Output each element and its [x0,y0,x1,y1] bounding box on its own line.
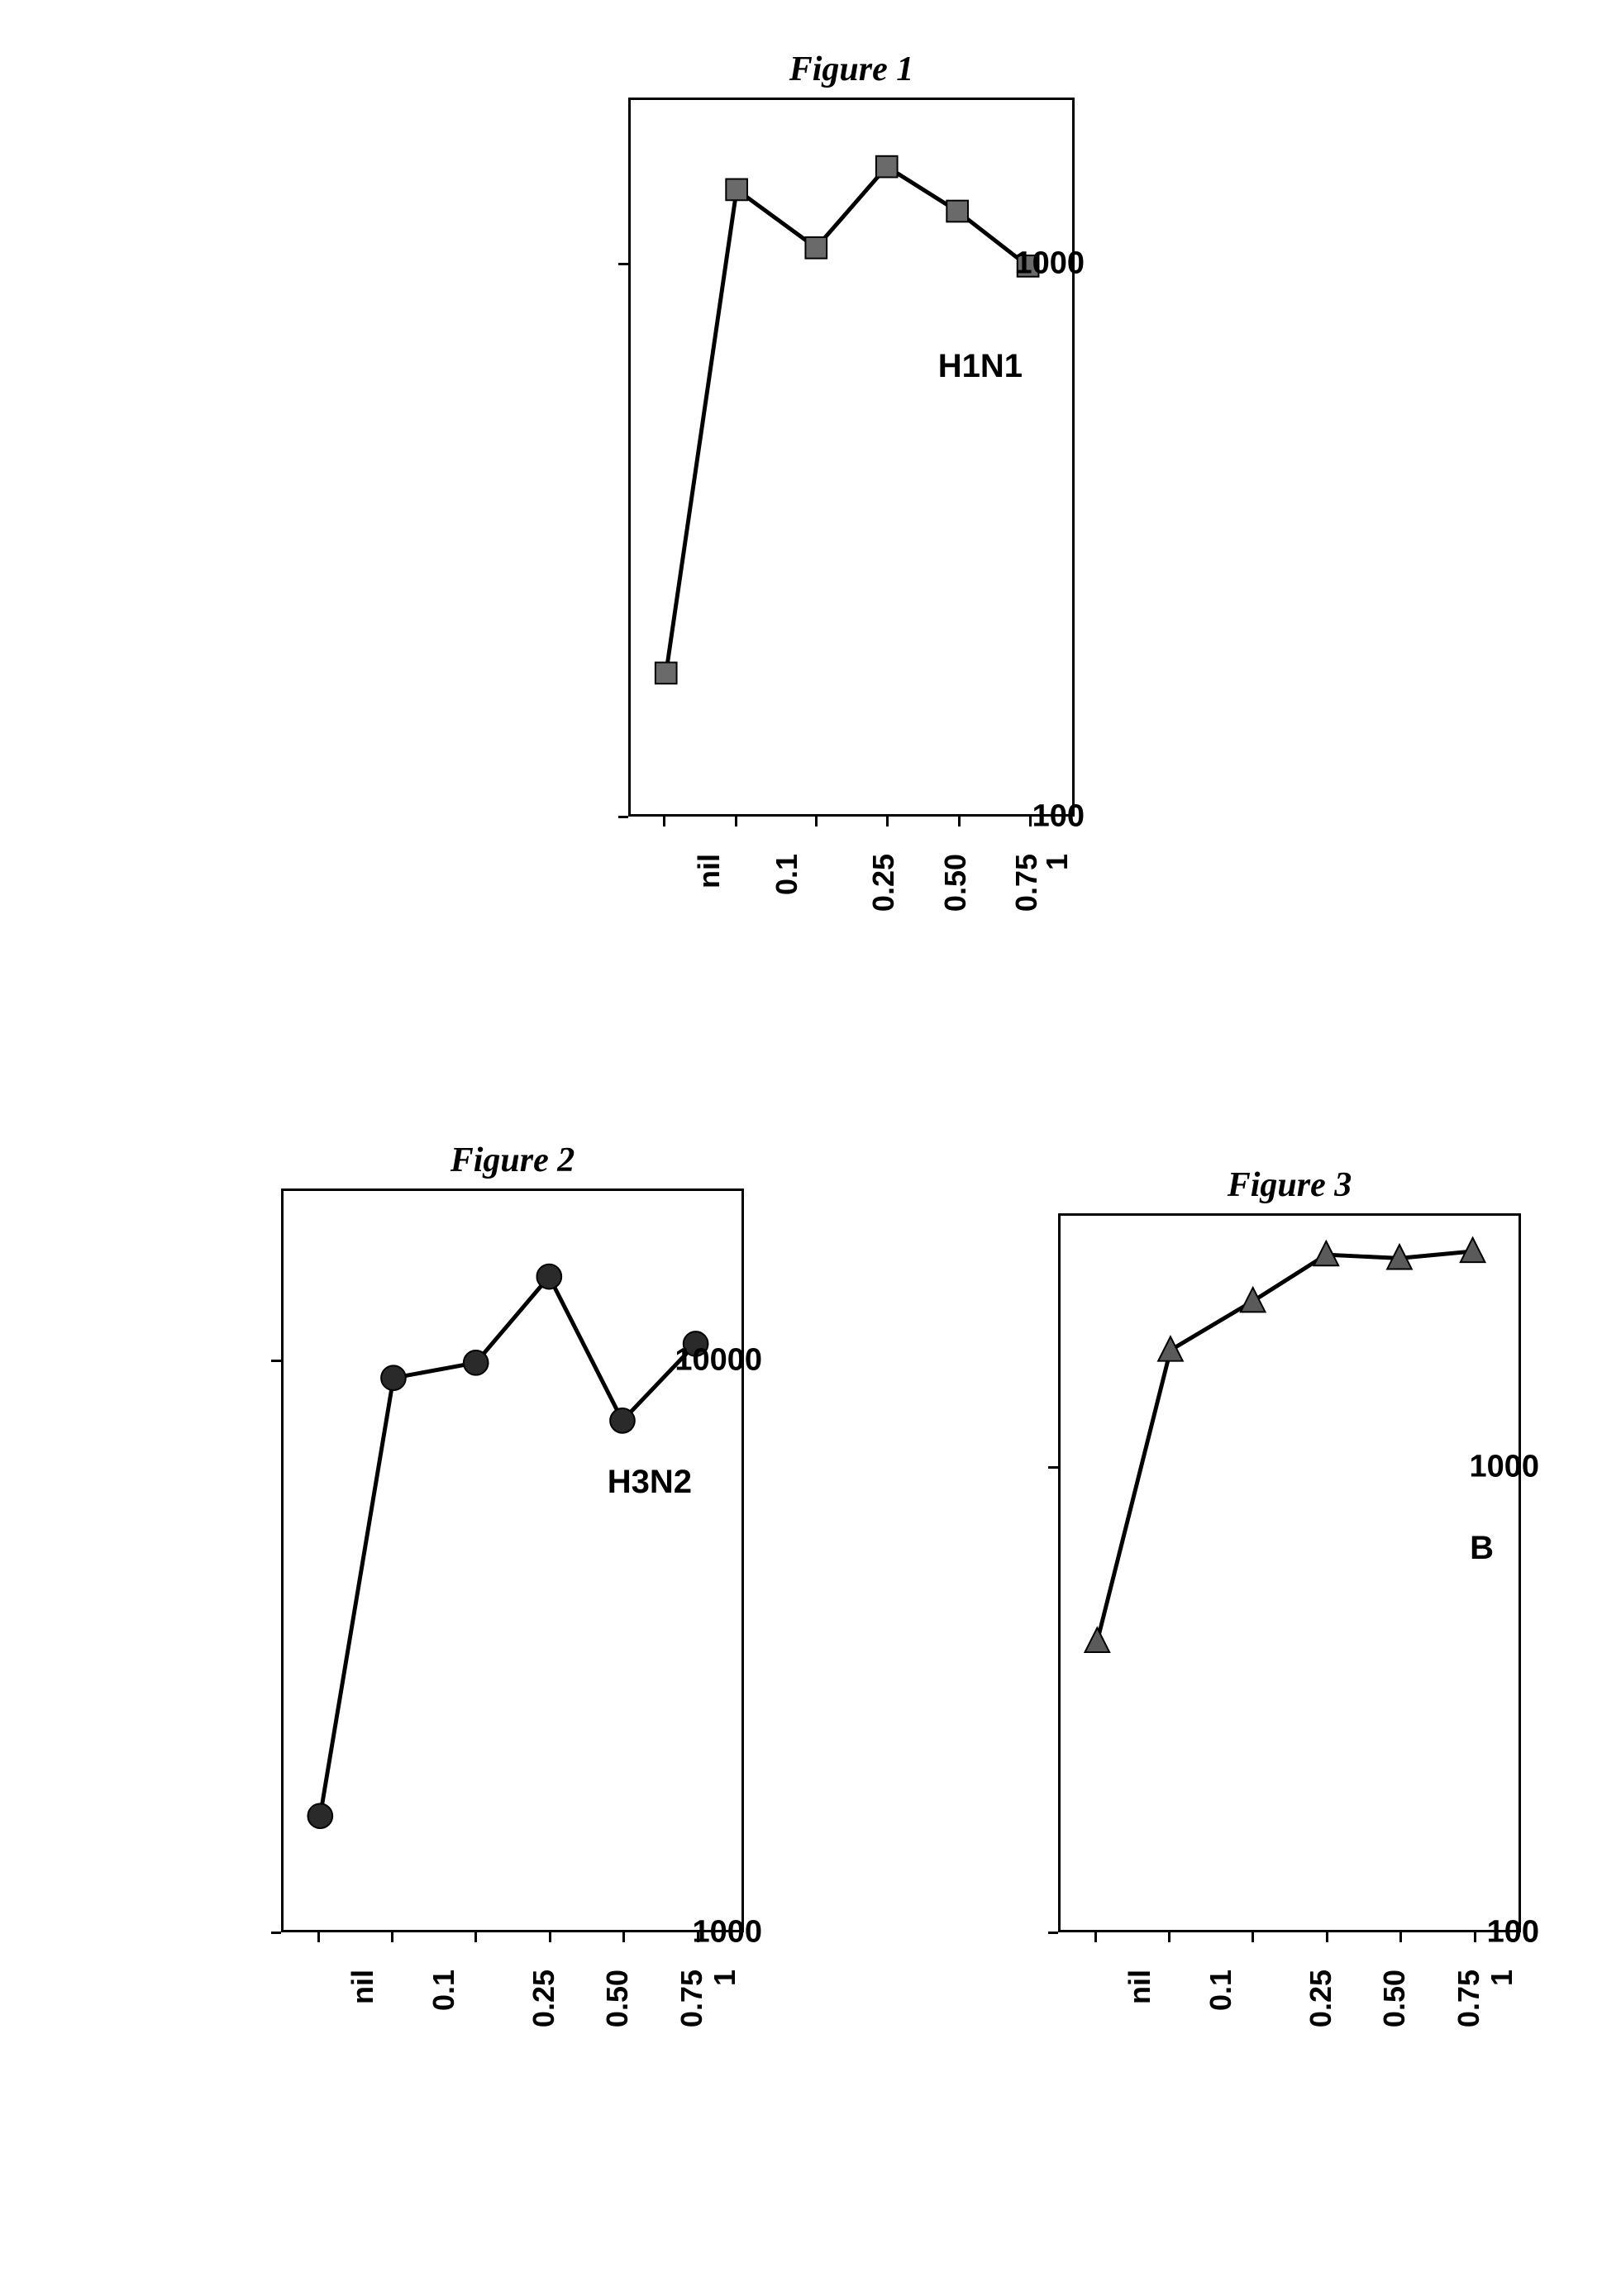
marker-square [876,156,898,178]
ytick-label: 100 [934,799,1085,835]
figure-title: Figure 3 [1058,1165,1521,1205]
ytick-label: 10000 [587,1343,762,1379]
xtick-label: nil [1123,1970,1157,2004]
xtick-mark [1094,1932,1097,1942]
xtick-mark [735,817,737,826]
series-line [666,167,1028,674]
xtick-label: 0.50 [600,1970,635,2027]
plot-box: H1N1 [628,98,1075,817]
ytick-mark [271,1932,281,1934]
figure-title: Figure 1 [628,50,1075,89]
xtick-label: 0.1 [770,854,804,895]
ytick-label: 1000 [934,246,1085,282]
ytick-mark [618,263,628,265]
xtick-mark [815,817,818,826]
plot-box: H3N2 [281,1188,744,1932]
fig1-wrap: Figure 1 H1N1 100 1000 nil 0.1 0.25 0.50 0.751 [463,50,1091,975]
marker-square [656,663,677,684]
marker-circle [381,1365,406,1390]
marker-square [805,237,827,259]
xtick-label: 0.1 [1204,1970,1238,2011]
xtick-mark [1168,1932,1171,1942]
fig3-wrap: Figure 3 B 100 1000 nil 0.1 0.25 0.50 0.751 [868,1165,1546,2108]
xtick-label: 0.75 [1452,1970,1486,2027]
xtick-mark [1326,1932,1328,1942]
marker-circle [610,1408,635,1433]
marker-triangle [1158,1336,1183,1360]
xtick-mark [549,1932,551,1942]
xtick-mark [697,1932,699,1942]
xtick-label: 1 [1485,1970,1519,1986]
ytick-mark [618,816,628,818]
xtick-label: 1 [1040,854,1075,870]
xtick-label: 0.50 [1377,1970,1412,2027]
ytick-label: 100 [1364,1915,1539,1951]
marker-square [946,201,968,222]
xtick-mark [886,817,889,826]
xtick-label: 0.75 [1009,854,1044,912]
ytick-mark [1048,1466,1058,1469]
series-line [1097,1251,1472,1641]
xtick-label: 0.25 [1304,1970,1338,2027]
xtick-mark [1029,817,1032,826]
fig2-wrap: Figure 2 H3N2 1000 10000 nil 0.1 0.25 0.50 0.751 [91,1141,769,2108]
xtick-label: nil [692,854,727,888]
ytick-mark [1048,1932,1058,1934]
xtick-mark [958,817,961,826]
figure-title: Figure 2 [281,1141,744,1180]
plot-svg [284,1191,741,1930]
series-label: H1N1 [938,348,1023,385]
xtick-label: nil [346,1970,380,2004]
plot-svg [631,100,1072,814]
series-label: B [1470,1530,1494,1567]
ytick-mark [271,1360,281,1362]
xtick-label: 0.1 [427,1970,461,2011]
marker-triangle [1241,1288,1266,1312]
xtick-mark [317,1932,320,1942]
xtick-label: 1 [708,1970,742,1986]
marker-triangle [1461,1238,1485,1262]
xtick-label: 0.75 [675,1970,709,2027]
xtick-label: 0.25 [527,1970,561,2027]
marker-circle [308,1803,332,1828]
series-label: H3N2 [608,1464,692,1501]
ytick-label: 1000 [587,1915,762,1951]
plot-svg [1061,1216,1519,1930]
xtick-label: 0.50 [938,854,973,912]
xtick-mark [1252,1932,1254,1942]
xtick-mark [622,1932,625,1942]
xtick-mark [474,1932,477,1942]
marker-circle [536,1265,561,1289]
marker-square [726,179,747,201]
ytick-label: 1000 [1364,1449,1539,1484]
xtick-mark [663,817,665,826]
marker-circle [464,1350,489,1375]
xtick-mark [1474,1932,1476,1942]
xtick-mark [1399,1932,1402,1942]
xtick-label: 0.25 [866,854,901,912]
marker-triangle [1085,1628,1109,1652]
plot-box: B [1058,1213,1521,1932]
xtick-mark [391,1932,393,1942]
